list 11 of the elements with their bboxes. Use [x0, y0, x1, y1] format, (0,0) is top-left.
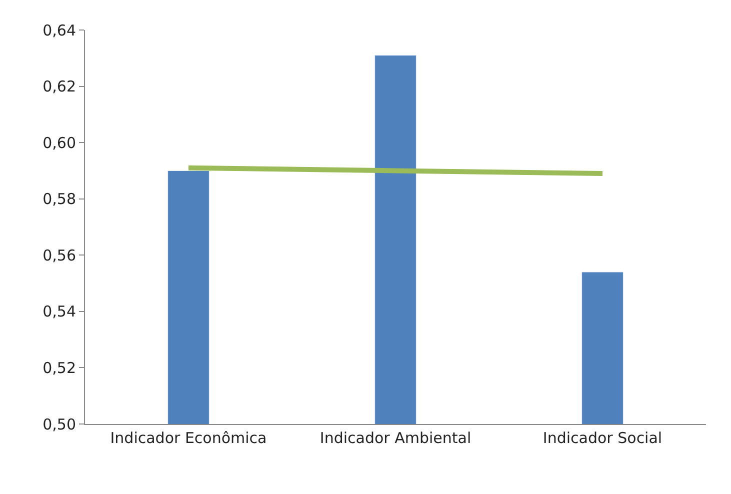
y-tick-label: 0,64 — [42, 21, 76, 40]
y-tick-label: 0,58 — [42, 190, 76, 208]
x-tick-label: Indicador Econômica — [110, 429, 267, 447]
x-tick-label: Indicador Ambiental — [320, 429, 472, 447]
y-tick-label: 0,60 — [42, 134, 76, 152]
x-tick-label: Indicador Social — [542, 429, 662, 447]
y-tick-label: 0,56 — [42, 246, 76, 264]
y-tick-label: 0,52 — [42, 358, 76, 377]
y-tick-label: 0,54 — [42, 302, 76, 321]
y-tick-label: 0,50 — [42, 415, 76, 434]
y-tick-label: 0,62 — [42, 78, 76, 96]
